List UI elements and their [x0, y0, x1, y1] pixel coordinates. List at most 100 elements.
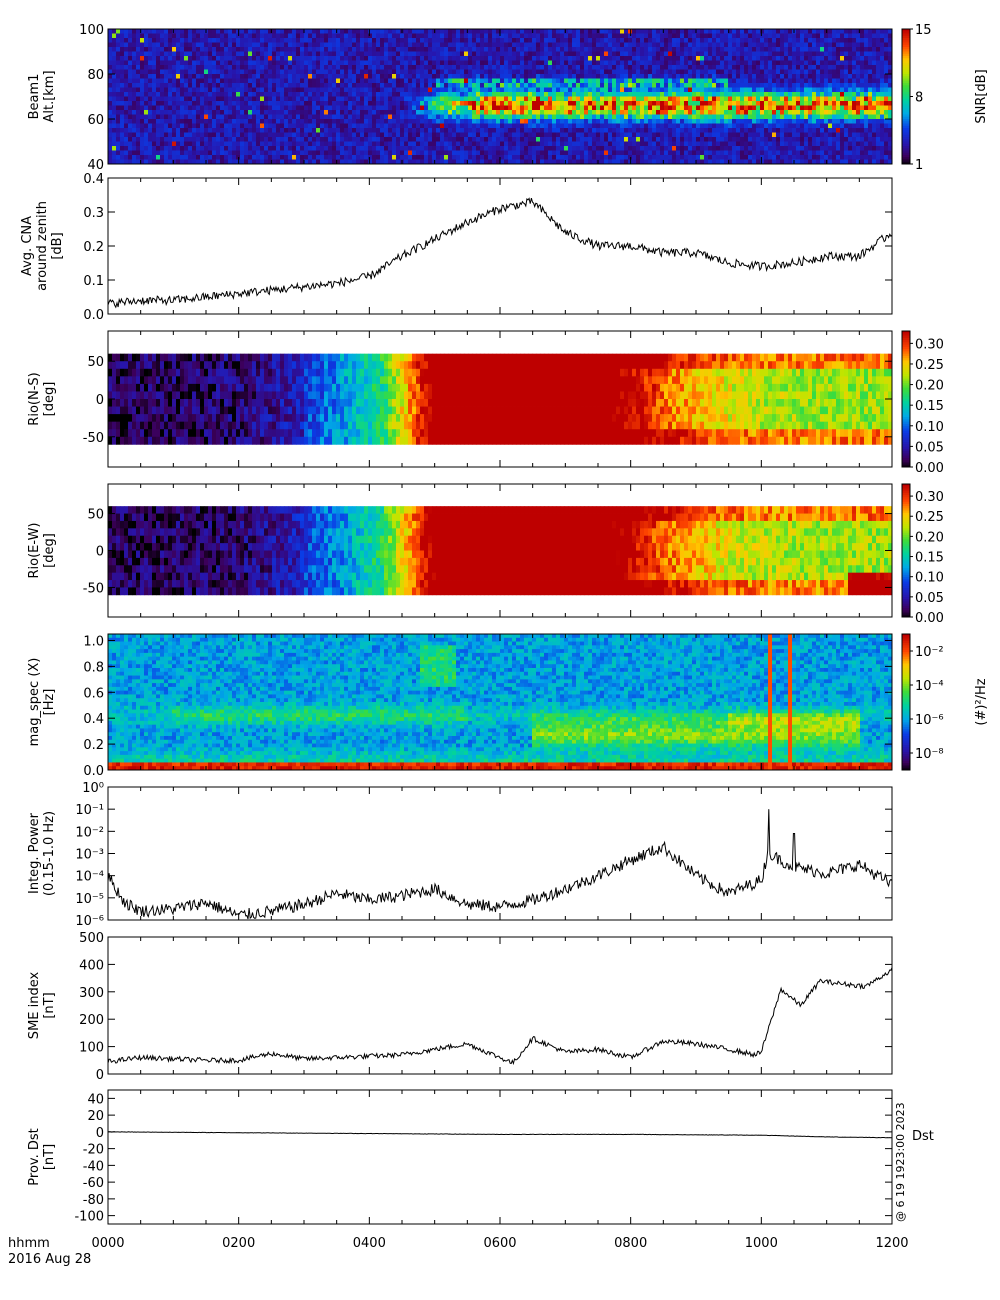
heatmap-cell: [188, 124, 192, 129]
heatmap-cell: [724, 106, 728, 111]
heatmap-cell: [640, 124, 644, 129]
heatmap-cell: [688, 79, 692, 84]
heatmap-cell: [476, 151, 480, 156]
heatmap-cell: [756, 146, 760, 151]
heatmap-cell: [408, 65, 412, 70]
heatmap-cell: [700, 65, 704, 70]
heatmap-cell: [308, 142, 312, 147]
heatmap-cell: [204, 52, 208, 57]
heatmap-cell: [220, 43, 224, 48]
heatmap-cell: [264, 70, 268, 75]
heatmap-cell: [536, 128, 540, 133]
heatmap-cell: [380, 56, 384, 61]
heatmap-cell: [308, 74, 312, 79]
heatmap-cell: [680, 92, 684, 97]
heatmap-cell: [492, 124, 496, 129]
heatmap-cell: [632, 92, 636, 97]
heatmap-cell: [472, 133, 476, 138]
heatmap-cell: [172, 29, 176, 34]
heatmap-cell: [624, 83, 628, 88]
heatmap-cell: [432, 70, 436, 75]
heatmap-cell: [484, 92, 488, 97]
heatmap-cell: [408, 79, 412, 84]
heatmap-cell: [768, 56, 772, 61]
heatmap-cell: [716, 65, 720, 70]
heatmap-cell: [308, 110, 312, 115]
heatmap-cell: [640, 52, 644, 57]
heatmap-cell: [440, 155, 444, 160]
heatmap-cell: [388, 128, 392, 133]
heatmap-cell: [188, 29, 192, 34]
heatmap-cell: [396, 38, 400, 43]
heatmap-cell: [692, 79, 696, 84]
heatmap-cell: [612, 110, 616, 115]
heatmap-cell: [420, 106, 424, 111]
heatmap-cell: [592, 110, 596, 115]
heatmap-cell: [700, 47, 704, 52]
heatmap-cell: [588, 119, 592, 124]
heatmap-cell: [716, 38, 720, 43]
heatmap-cell: [732, 29, 736, 34]
heatmap-cell: [672, 74, 676, 79]
heatmap-cell: [644, 115, 648, 120]
heatmap-cell: [144, 97, 148, 102]
heatmap-cell: [128, 110, 132, 115]
heatmap-cell: [108, 137, 112, 142]
heatmap-cell: [304, 83, 308, 88]
heatmap-cell: [296, 83, 300, 88]
heatmap-cell: [368, 56, 372, 61]
heatmap-cell: [148, 83, 152, 88]
heatmap-cell: [132, 38, 136, 43]
heatmap-cell: [336, 47, 340, 52]
heatmap-cell: [748, 115, 752, 120]
heatmap-cell: [164, 88, 168, 93]
heatmap-cell: [512, 79, 516, 84]
heatmap-cell: [216, 146, 220, 151]
heatmap-cell: [588, 155, 592, 160]
heatmap-cell: [428, 88, 432, 93]
heatmap-cell: [232, 133, 236, 138]
heatmap-cell: [652, 56, 656, 61]
heatmap-cell: [388, 146, 392, 151]
heatmap-cell: [136, 52, 140, 57]
heatmap-cell: [596, 88, 600, 93]
heatmap-cell: [696, 133, 700, 138]
heatmap-cell: [388, 110, 392, 115]
heatmap-cell: [356, 124, 360, 129]
heatmap-cell: [512, 155, 516, 160]
heatmap-cell: [484, 65, 488, 70]
heatmap-cell: [208, 74, 212, 79]
heatmap-cell: [464, 61, 468, 66]
heatmap-cell: [628, 79, 632, 84]
heatmap-cell: [328, 92, 332, 97]
heatmap-cell: [164, 97, 168, 102]
heatmap-cell: [408, 29, 412, 34]
heatmap-cell: [644, 128, 648, 133]
heatmap-cell: [156, 137, 160, 142]
heatmap-cell: [728, 52, 732, 57]
heatmap-cell: [376, 74, 380, 79]
heatmap-cell: [536, 34, 540, 39]
heatmap-cell: [180, 115, 184, 120]
heatmap-cell: [192, 61, 196, 66]
heatmap-cell: [256, 88, 260, 93]
heatmap-cell: [276, 106, 280, 111]
heatmap-cell: [480, 92, 484, 97]
heatmap-cell: [176, 133, 180, 138]
heatmap-cell: [116, 43, 120, 48]
heatmap-cell: [656, 151, 660, 156]
heatmap-cell: [708, 92, 712, 97]
heatmap-cell: [252, 70, 256, 75]
heatmap-cell: [208, 106, 212, 111]
heatmap-cell: [728, 97, 732, 102]
heatmap-cell: [448, 146, 452, 151]
heatmap-cell: [388, 38, 392, 43]
heatmap-cell: [372, 29, 376, 34]
heatmap-cell: [252, 83, 256, 88]
heatmap-cell: [424, 56, 428, 61]
heatmap-cell: [252, 47, 256, 52]
heatmap-cell: [580, 128, 584, 133]
heatmap-cell: [472, 88, 476, 93]
heatmap-cell: [260, 56, 264, 61]
heatmap-cell: [120, 56, 124, 61]
